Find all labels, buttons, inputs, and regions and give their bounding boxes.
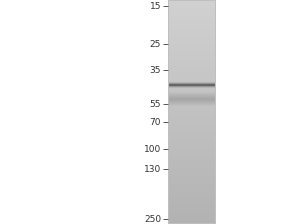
Text: 250: 250: [144, 215, 161, 224]
Text: 15: 15: [149, 2, 161, 11]
Text: 55: 55: [149, 99, 161, 108]
Text: 25: 25: [150, 39, 161, 49]
Text: 130: 130: [144, 164, 161, 174]
Text: 70: 70: [149, 118, 161, 127]
Text: 100: 100: [144, 144, 161, 153]
Text: 35: 35: [149, 65, 161, 75]
